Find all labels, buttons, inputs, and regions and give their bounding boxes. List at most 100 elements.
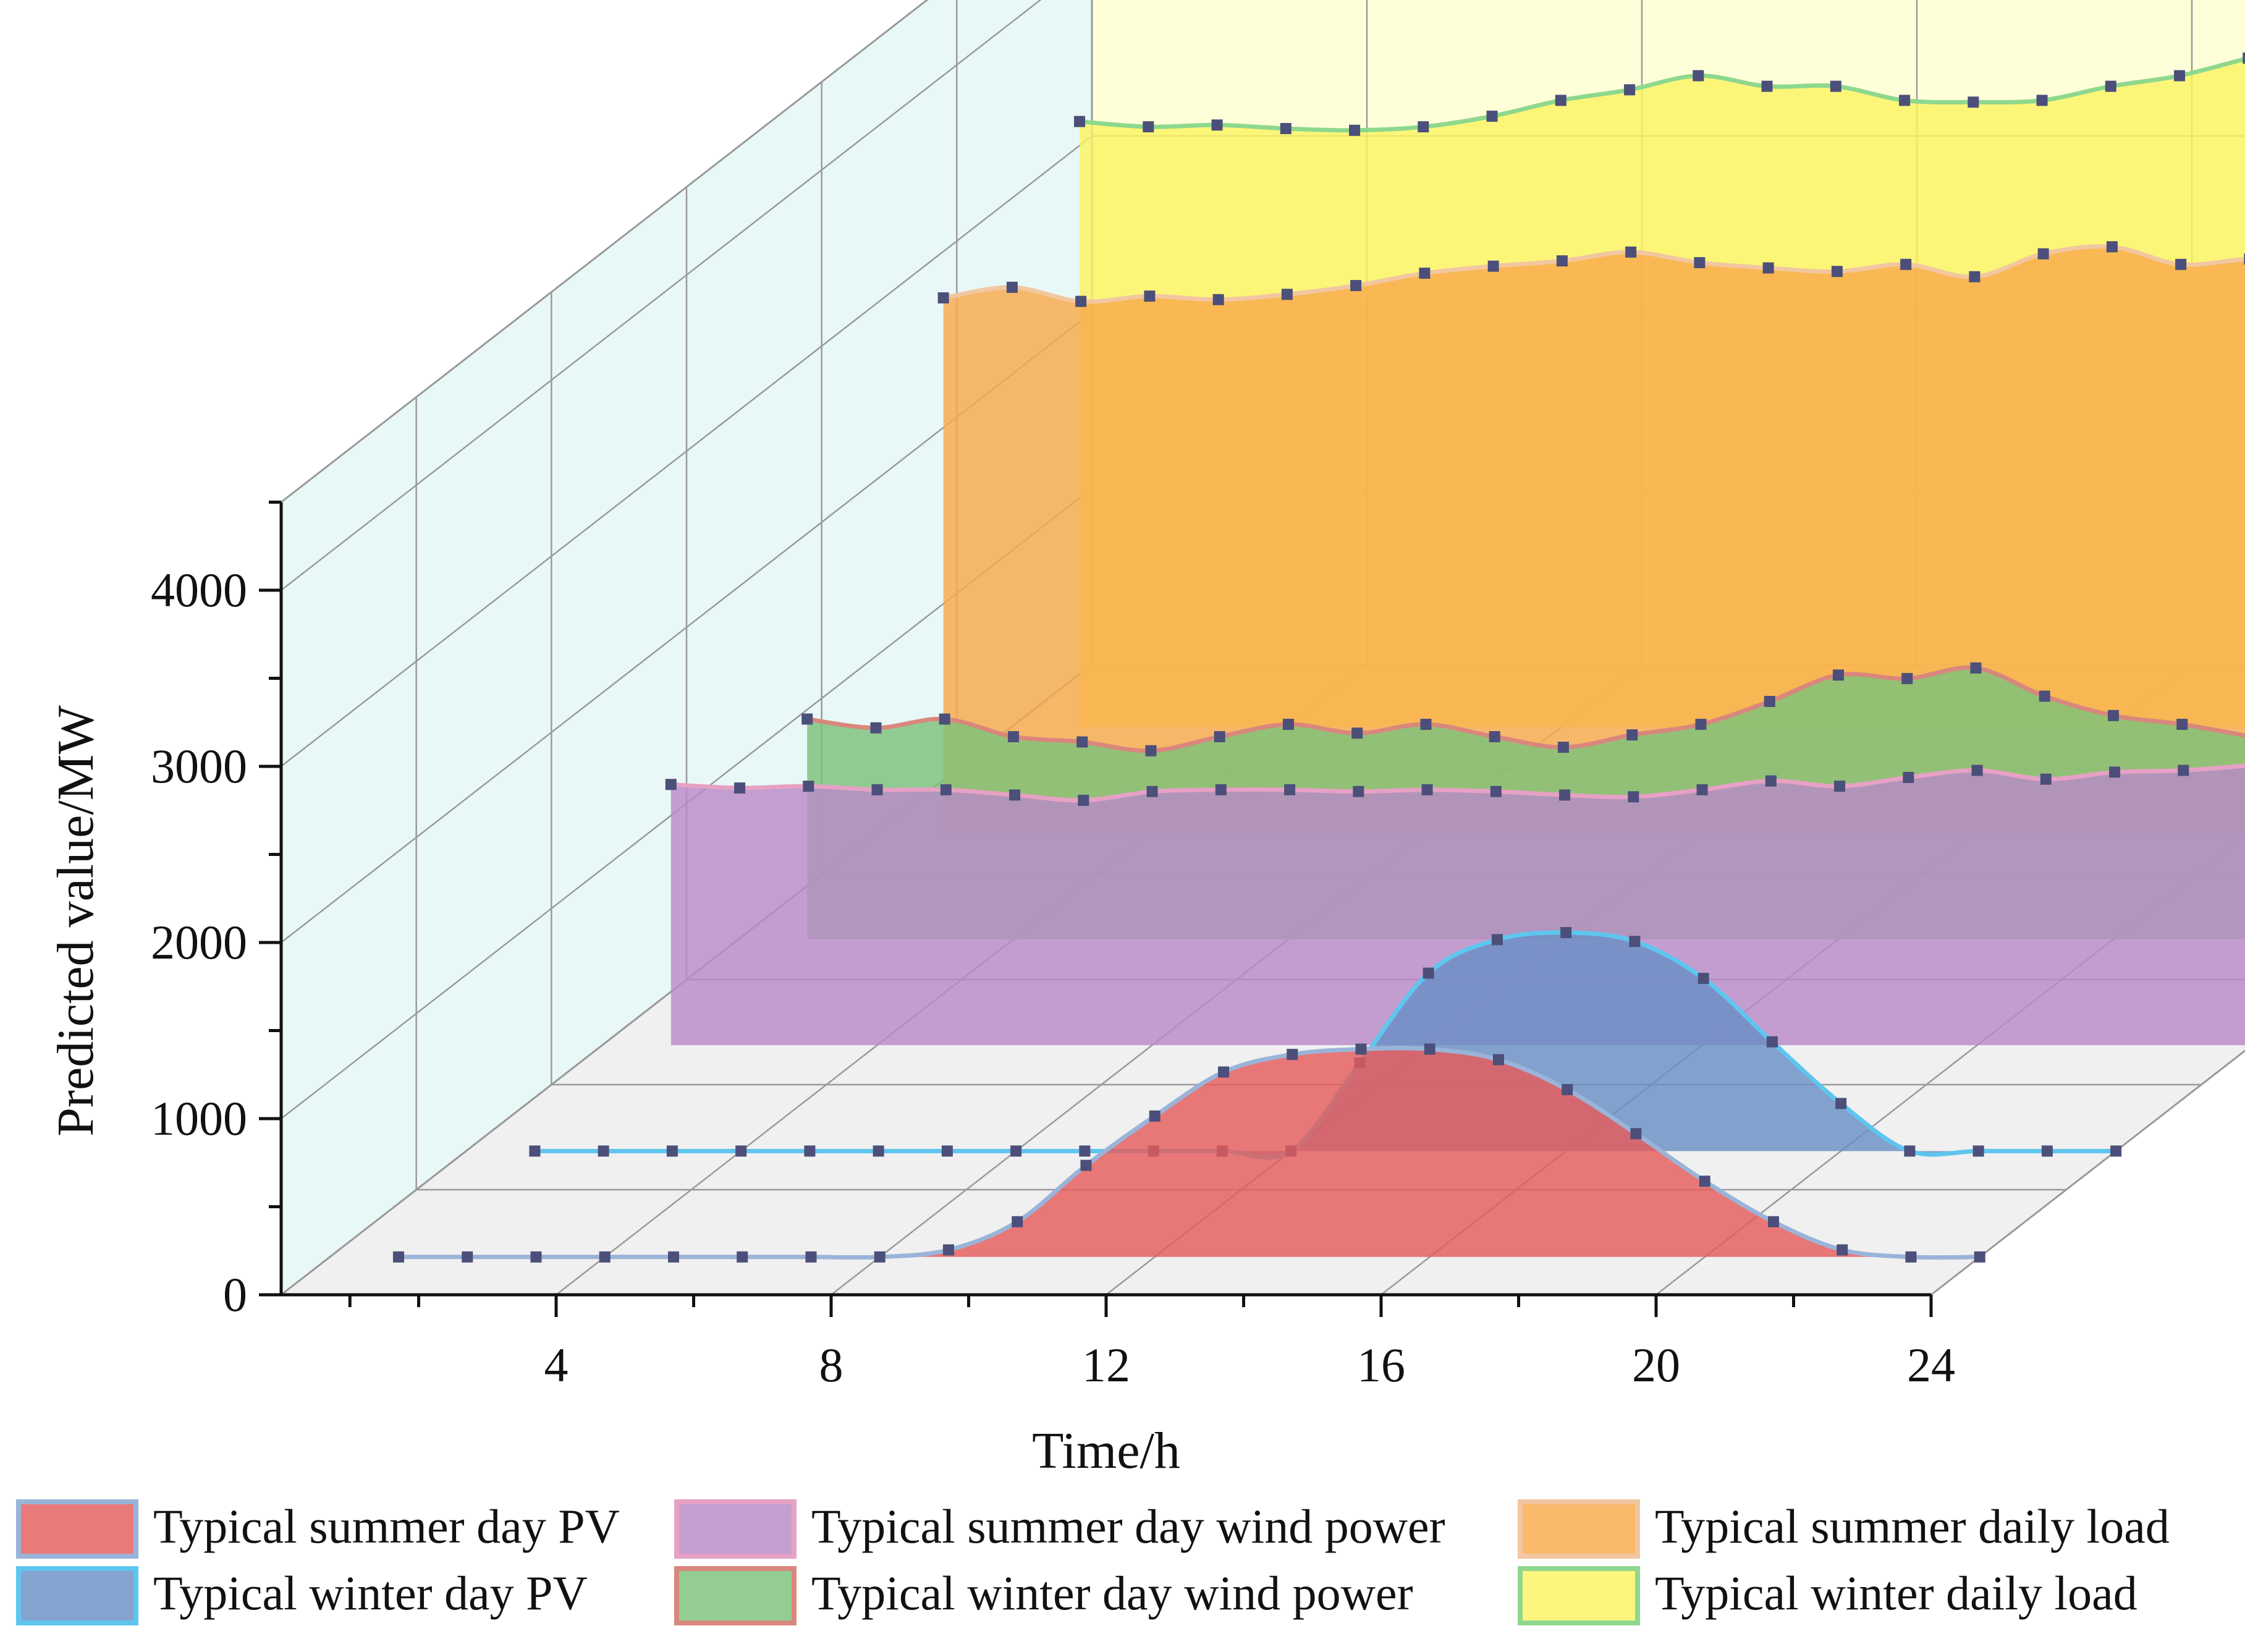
data-point — [874, 1251, 886, 1263]
data-point — [2039, 690, 2050, 702]
data-point — [1693, 70, 1704, 82]
data-point — [1972, 1145, 1984, 1157]
series-2 — [665, 763, 2245, 1046]
data-point — [1624, 84, 1636, 96]
legend: Typical summer day PV Typical summer day … — [16, 1499, 2170, 1625]
legend-item: Typical winter day PV — [16, 1566, 588, 1625]
data-point — [1695, 719, 1707, 731]
y-axis-title: Predicted value/MW — [47, 705, 104, 1137]
legend-swatch — [674, 1566, 797, 1625]
data-point — [1899, 95, 1911, 106]
data-point — [1007, 731, 1019, 742]
legend-swatch — [1518, 1499, 1640, 1559]
data-point — [939, 713, 950, 725]
data-point — [2041, 1145, 2053, 1157]
data-point — [1074, 116, 1086, 127]
data-point — [1974, 1251, 1985, 1263]
data-point — [530, 1251, 542, 1263]
data-point — [1078, 794, 1089, 806]
legend-label: Typical summer day wind power — [811, 1499, 1445, 1553]
x-tick-label: 24 — [1907, 1338, 1955, 1392]
data-point — [735, 1145, 747, 1157]
x-tick-label: 12 — [1082, 1338, 1130, 1392]
data-point — [1486, 111, 1498, 122]
data-point — [942, 1244, 954, 1256]
data-point — [1835, 1098, 1847, 1109]
data-point — [1762, 262, 1774, 274]
data-point — [1969, 271, 1981, 282]
data-point — [2106, 241, 2118, 253]
data-point — [529, 1145, 541, 1157]
data-point — [2036, 95, 2048, 106]
data-point — [1006, 281, 1018, 293]
data-point — [873, 1145, 884, 1157]
data-point — [937, 292, 949, 303]
legend-item: Typical summer daily load — [1518, 1499, 2170, 1559]
data-point — [2243, 53, 2245, 64]
data-point — [1764, 695, 1775, 707]
data-point — [1217, 1066, 1229, 1078]
legend-item: Typical winter day wind power — [674, 1566, 1413, 1625]
legend-label: Typical summer daily load — [1655, 1499, 2170, 1553]
x-tick-label: 16 — [1357, 1338, 1405, 1392]
y-tick-label: 3000 — [151, 739, 247, 793]
data-point — [1834, 781, 1846, 792]
data-point — [1559, 789, 1571, 801]
data-point — [1424, 1043, 1435, 1055]
data-point — [1830, 80, 1841, 92]
data-point — [1560, 927, 1572, 939]
legend-swatch — [16, 1566, 138, 1625]
data-point — [1418, 121, 1429, 133]
data-point — [2178, 765, 2189, 776]
data-point — [1557, 742, 1569, 753]
chart-axes: 0 1000 2000 3000 4000 4 8 12 16 20 24 — [151, 501, 1955, 1392]
data-point — [1284, 784, 1296, 795]
data-point — [1280, 123, 1292, 134]
data-point — [1281, 289, 1293, 300]
series-line — [670, 763, 2245, 803]
y-tick-label: 2000 — [151, 915, 247, 969]
data-point — [1767, 1216, 1779, 1227]
data-point — [1831, 266, 1843, 277]
data-point — [2174, 70, 2186, 82]
data-point — [2175, 258, 2187, 270]
data-point — [1212, 294, 1224, 305]
legend-swatch — [674, 1499, 797, 1559]
data-point — [1626, 729, 1638, 741]
data-point — [1420, 719, 1432, 731]
data-point — [1837, 1244, 1848, 1256]
data-point — [1421, 784, 1433, 795]
series-line — [943, 244, 2245, 304]
data-point — [1349, 124, 1361, 136]
data-point — [2107, 710, 2119, 721]
y-tick-label: 0 — [223, 1268, 247, 1321]
data-point — [1904, 1145, 1916, 1157]
data-point — [2037, 248, 2049, 260]
data-point — [1491, 934, 1503, 946]
x-tick-label: 4 — [544, 1338, 569, 1392]
data-point — [1075, 295, 1087, 307]
data-point — [2244, 253, 2245, 265]
data-point — [1628, 791, 1639, 803]
data-point — [1144, 290, 1156, 302]
data-point — [1765, 775, 1777, 787]
data-point — [1492, 1054, 1504, 1065]
data-point — [1211, 119, 1223, 131]
data-point — [1282, 719, 1294, 731]
x-tick-label: 8 — [819, 1338, 843, 1392]
data-point — [1697, 973, 1709, 985]
data-point — [1905, 1251, 1917, 1263]
data-point — [804, 1145, 816, 1157]
series-line — [806, 665, 2245, 753]
data-point — [599, 1251, 611, 1263]
data-point — [734, 782, 746, 794]
legend-label: Typical winter day wind power — [811, 1566, 1413, 1620]
data-point — [1143, 121, 1154, 133]
data-point — [1489, 731, 1500, 742]
data-point — [803, 781, 814, 792]
data-point — [1556, 255, 1568, 267]
data-point — [1419, 268, 1431, 279]
data-point — [1214, 731, 1225, 742]
data-point — [941, 1145, 953, 1157]
